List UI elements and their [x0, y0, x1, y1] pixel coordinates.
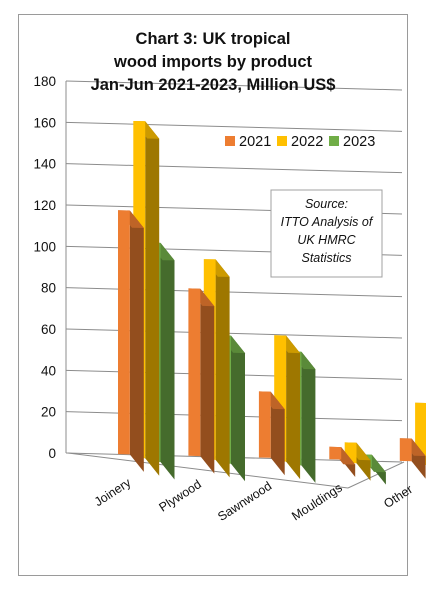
- bar-side: [145, 121, 160, 476]
- bar-2021-sawnwood: [258, 391, 285, 476]
- x-category-label: Plywood: [157, 477, 204, 515]
- bar-front: [258, 391, 271, 458]
- legend-label-2022: 2022: [291, 134, 323, 150]
- bar-2021-plywood: [188, 288, 215, 474]
- bar-side: [286, 335, 301, 480]
- y-tick-label: 180: [33, 74, 56, 89]
- bar-front: [399, 438, 412, 462]
- source-annotation: Source: ITTO Analysis of UK HMRC Statist…: [270, 189, 383, 278]
- chart-title-line-2: wood imports by product: [113, 53, 312, 71]
- source-line-4: Statistics: [301, 251, 351, 265]
- source-line-3: UK HMRC: [297, 233, 356, 247]
- y-tick-label: 0: [48, 446, 56, 461]
- y-tick-label: 40: [41, 363, 56, 378]
- y-tick-label: 20: [41, 405, 56, 420]
- y-tick-label: 60: [41, 322, 56, 337]
- gridline: [65, 287, 403, 298]
- bar-side: [231, 335, 245, 482]
- y-tick-label: 100: [33, 239, 56, 254]
- bar-side: [200, 288, 215, 474]
- gridline: [65, 121, 403, 132]
- x-category-label: Mouldings: [289, 481, 344, 524]
- gridline: [65, 328, 403, 339]
- bar-side: [129, 210, 144, 472]
- bar-front: [118, 210, 130, 455]
- bars: [118, 121, 426, 485]
- source-line-2: ITTO Analysis of: [281, 215, 374, 229]
- gridline: [65, 163, 403, 174]
- x-category-label: Other: [381, 482, 415, 511]
- floor-right-edge: [347, 461, 405, 489]
- bar-2021-other: [399, 438, 426, 479]
- y-tick-label: 160: [33, 115, 56, 130]
- y-axis-ticks: 0 20 40 60 80 100 120 140 160 180: [33, 74, 56, 461]
- source-box: [270, 189, 383, 278]
- x-category-label: Sawnwood: [215, 479, 274, 524]
- legend-swatch-2021: [225, 136, 235, 146]
- bar-2021-joinery: [118, 210, 144, 472]
- legend-label-2021: 2021: [239, 134, 271, 150]
- legend-label-2023: 2023: [343, 134, 375, 150]
- bar-side: [270, 391, 285, 476]
- floor-front-edge: [67, 452, 349, 489]
- bar-front: [329, 446, 342, 460]
- legend: 2021 2022 2023: [225, 134, 375, 150]
- chart-title-line-1: Chart 3: UK tropical: [136, 30, 291, 48]
- bar-side: [215, 259, 230, 478]
- x-category-label: Joinery: [92, 475, 134, 509]
- source-line-1: Source:: [305, 197, 348, 211]
- y-tick-label: 80: [41, 281, 56, 296]
- y-tick-label: 120: [33, 198, 56, 213]
- legend-swatch-2023: [329, 136, 339, 146]
- bar-2021-mouldings: [329, 446, 356, 477]
- bar-side: [160, 242, 175, 480]
- y-tick-label: 140: [33, 157, 56, 172]
- chart-title-line-3: Jan-Jun 2021-2023, Million US$: [91, 76, 336, 94]
- x-axis-categories: Joinery Plywood Sawnwood Mouldings Other: [92, 475, 415, 524]
- legend-swatch-2022: [277, 136, 287, 146]
- bar-front: [188, 288, 201, 457]
- bar-side: [301, 351, 316, 483]
- gridline: [65, 80, 403, 91]
